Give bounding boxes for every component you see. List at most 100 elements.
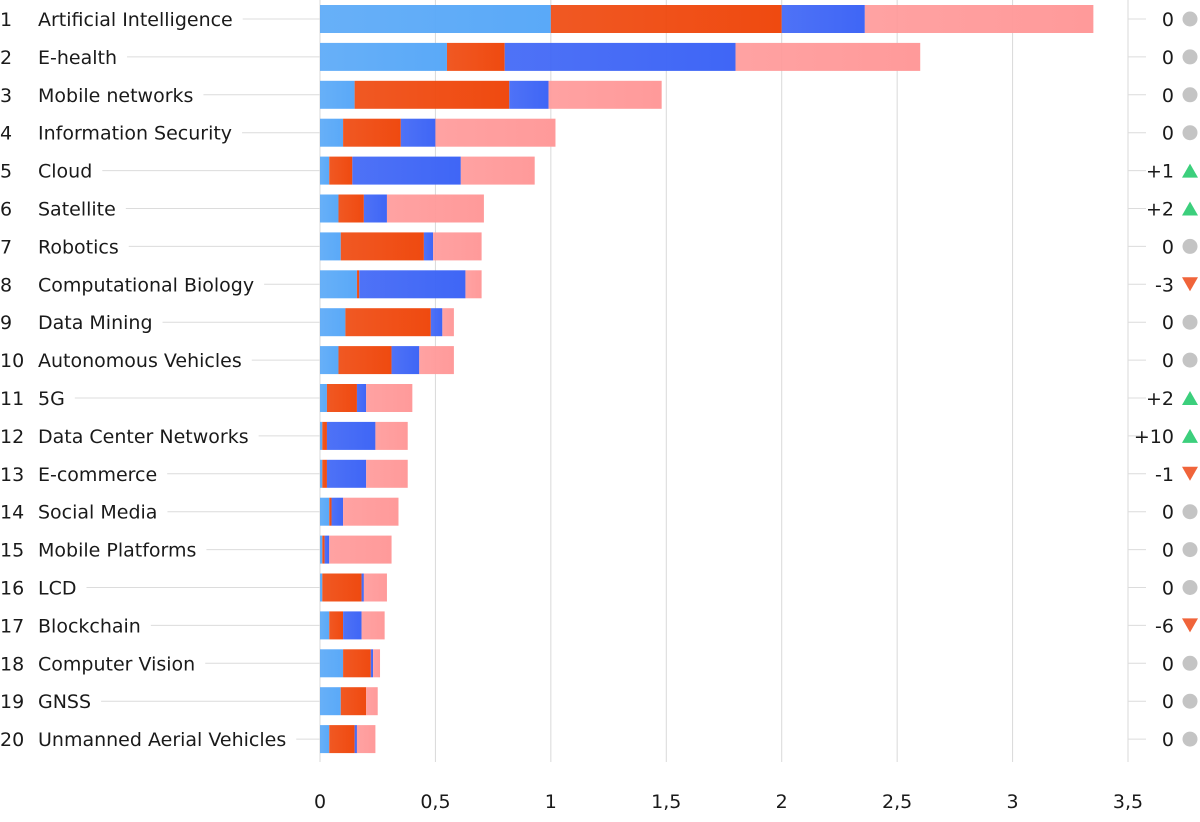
row-label: GNSS (38, 691, 91, 713)
bar-segment-2 (326, 384, 357, 412)
bar-segment-1 (320, 687, 341, 716)
bar-segment-1 (320, 384, 327, 412)
bar-segment-3 (326, 421, 376, 450)
row-label: Data Center Networks (38, 426, 249, 448)
bar-segment-1 (320, 459, 323, 488)
bar-segment-3 (509, 80, 549, 109)
bar-segment-2 (329, 156, 353, 185)
trend-same-icon (1182, 352, 1198, 368)
rank-number: 18 (0, 653, 24, 675)
bar-segment-4 (375, 421, 408, 450)
bar-segment-3 (400, 118, 436, 147)
rank-change-value: 0 (1162, 9, 1174, 31)
rank-change-value: +2 (1146, 388, 1174, 410)
rank-change-value: +2 (1146, 199, 1174, 221)
rank-number: 20 (0, 729, 24, 751)
row-label: Computer Vision (38, 653, 195, 675)
vertical-gridlines (319, 0, 1129, 762)
bar-segment-2 (345, 308, 431, 337)
x-tick-label: 3,5 (1113, 791, 1143, 813)
bar-segment-2 (343, 118, 401, 147)
bar-segment-4 (366, 384, 413, 412)
bar-segment-3 (352, 156, 461, 185)
bar-segment-2 (322, 573, 362, 602)
bar-segment-1 (320, 270, 357, 299)
x-tick-label: 1,5 (651, 791, 681, 813)
rank-change-value: 0 (1162, 729, 1174, 751)
rank-change-value: +1 (1146, 161, 1174, 183)
bar-segment-2 (343, 649, 371, 678)
bar-segment-2 (322, 421, 327, 450)
trend-same-icon (1182, 731, 1198, 747)
bar-segment-4 (363, 573, 387, 602)
bar-segment-4 (735, 42, 921, 71)
rank-change-value: 0 (1162, 578, 1174, 600)
rank-change-value: 0 (1162, 653, 1174, 675)
bar-segment-4 (435, 118, 556, 147)
bar-segment-1 (320, 232, 341, 261)
bar-segment-1 (320, 497, 330, 526)
rank-number: 3 (0, 85, 12, 107)
rank-change-value: 0 (1162, 47, 1174, 69)
bar-segment-3 (370, 649, 374, 678)
row-label: Artificial Intelligence (38, 9, 233, 31)
rank-number: 12 (0, 426, 24, 448)
bar-segment-1 (320, 194, 339, 223)
bar-segment-4 (343, 497, 399, 526)
bar-segment-2 (322, 535, 325, 564)
row-label: Autonomous Vehicles (38, 350, 242, 372)
bar-segment-2 (446, 42, 505, 71)
rank-change-value: -6 (1155, 615, 1174, 637)
x-tick-label: 0 (314, 791, 326, 813)
bar-segment-4 (419, 346, 454, 375)
bar-segment-3 (331, 497, 344, 526)
row-label: Information Security (38, 123, 232, 145)
bar-segment-4 (361, 611, 385, 640)
bar-segment-3 (354, 725, 357, 754)
bar-segment-4 (373, 649, 381, 678)
bar-segment-3 (343, 611, 362, 640)
bar-segment-2 (329, 497, 332, 526)
trend-down-icon (1182, 277, 1198, 292)
row-label: E-commerce (38, 464, 157, 486)
rank-change-value: 0 (1162, 123, 1174, 145)
bar-segment-4 (433, 232, 482, 261)
bar-segment-3 (391, 346, 420, 375)
bar-segment-3 (324, 535, 330, 564)
bar-segment-2 (322, 459, 327, 488)
rank-change-value: +10 (1134, 426, 1174, 448)
rank-number: 2 (0, 47, 12, 69)
rank-change-value: 0 (1162, 502, 1174, 524)
bar-segment-1 (320, 421, 323, 450)
x-tick-label: 2,5 (882, 791, 912, 813)
bar-segment-4 (864, 5, 1094, 33)
bar-segment-3 (363, 194, 387, 223)
rank-number: 6 (0, 199, 12, 221)
row-labels: Artificial Intelligence 1 E-health 2 Mobile … (0, 9, 286, 751)
trend-same-icon (1182, 542, 1198, 558)
trend-same-icon (1182, 693, 1198, 709)
bar-segment-4 (465, 270, 482, 299)
x-tick-label: 2 (776, 791, 788, 813)
row-label: Satellite (38, 199, 116, 221)
row-label: Data Mining (38, 312, 153, 334)
row-label: 5G (38, 388, 65, 410)
rank-number: 8 (0, 274, 12, 296)
stacked-bars (320, 5, 1094, 754)
trend-same-icon (1182, 504, 1198, 520)
bar-segment-1 (320, 80, 355, 109)
bar-segment-4 (386, 194, 484, 223)
bar-segment-3 (361, 573, 364, 602)
bar-segment-3 (430, 308, 443, 337)
bar-segment-1 (320, 725, 330, 754)
row-label: Computational Biology (38, 274, 254, 296)
row-label: Mobile networks (38, 85, 193, 107)
bar-segment-2 (329, 725, 355, 754)
bar-segment-2 (340, 687, 367, 716)
rank-number: 7 (0, 236, 12, 258)
rank-number: 5 (0, 161, 12, 183)
bar-segment-3 (326, 459, 367, 488)
rank-change-value: 0 (1162, 540, 1174, 562)
rank-number: 16 (0, 578, 24, 600)
x-tick-label: 0,5 (420, 791, 450, 813)
